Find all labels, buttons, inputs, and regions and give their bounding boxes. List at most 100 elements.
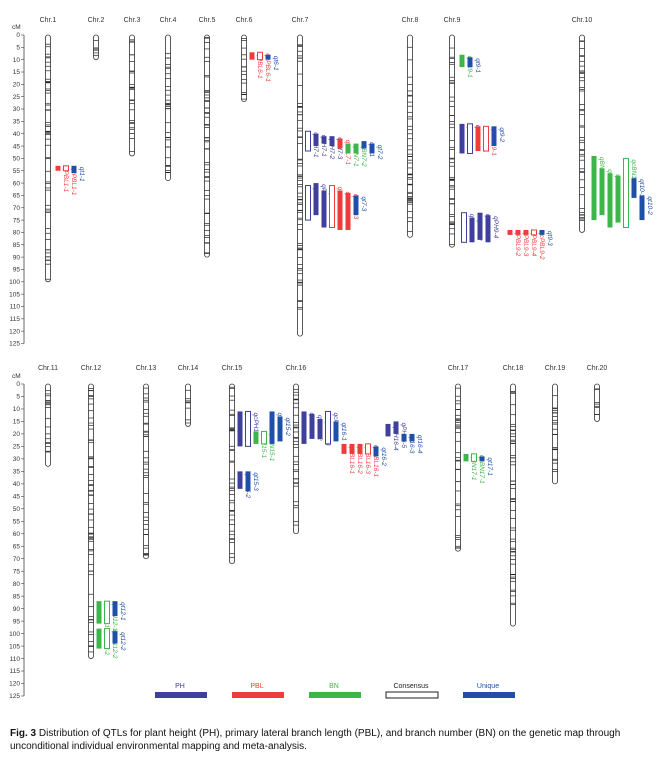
qtl-bar (261, 430, 267, 445)
chromosome-label: Chr.17 (448, 365, 469, 372)
chromosome-bar (455, 383, 461, 552)
qtl-bar (329, 185, 335, 229)
qtl-bar (253, 431, 259, 444)
chromosome-label: Chr.4 (160, 17, 177, 24)
chromosome-label: Chr.1 (40, 17, 57, 24)
legend-item-unique: Unique (463, 683, 515, 698)
qtl-label: qPBL16-3 (364, 445, 371, 474)
axis-tick-label: 60 (13, 180, 21, 187)
chromosome-bar (129, 34, 135, 157)
axis-tick-label: 75 (13, 217, 21, 224)
qtl-bar (361, 141, 367, 149)
qtl-label: qt10-2 (646, 196, 653, 215)
axis-tick-label: 45 (13, 143, 21, 150)
qtl-bar (369, 143, 375, 154)
qtl-bar (277, 416, 283, 442)
qtl-qt16-3: qt16-3 (401, 433, 415, 454)
qtl-label: qPBL6-1 (256, 53, 263, 79)
qtl-bar (459, 54, 465, 68)
legend-label: Consensus (393, 683, 429, 690)
qtl-qph7-1: qPH7-1 (313, 133, 327, 157)
chromosomes-bottom-panel: Chr.11 Chr.12qBN12-1qcBN12-1qt12-1qBN12-2… (38, 365, 607, 659)
qtl-qcpbl6-1: qcPBL6-1 (257, 51, 271, 82)
qtl-bar (249, 52, 255, 60)
qtl-qt1-1: qt1-1 (71, 165, 85, 182)
axis-tick-label: 75 (13, 568, 21, 575)
qtl-label: qt16-2 (380, 447, 387, 466)
qtl-label: qcBN15-1 (268, 432, 275, 461)
qtl-qt7-3: qt7-3 (353, 195, 367, 216)
qtl-qbn17-1: qBN17-1 (463, 453, 477, 481)
axis-tick-label: 110 (10, 304, 21, 311)
chromosome-label: Chr.20 (587, 365, 608, 372)
legend-item-bn: BN (309, 683, 361, 698)
legend-label: Unique (477, 683, 499, 690)
qtl-bar (96, 628, 102, 649)
chromosome-chr-8: Chr.8 (402, 17, 418, 238)
axis-unit: cM (12, 373, 21, 380)
qtl-label: qt7-2 (376, 145, 383, 160)
chromosome-label: Chr.7 (292, 17, 309, 24)
qtl-bar (63, 165, 69, 172)
axis-tick-label: 105 (9, 291, 20, 298)
axis-tick-label: 30 (13, 456, 21, 463)
axis-tick-label: 0 (16, 32, 20, 39)
chromosome-chr-5: Chr.5 (199, 17, 215, 258)
qtl-bar (459, 123, 465, 154)
axis-tick-label: 50 (13, 156, 21, 163)
qtl-bar (349, 443, 355, 454)
qtl-label: qPH16-4 (392, 425, 399, 451)
chromosome-bar (552, 383, 558, 485)
axis-tick-label: 10 (13, 57, 21, 64)
qtl-label: qt15-2 (284, 417, 291, 436)
qtl-bar (301, 411, 307, 444)
qtl-label: qcPBL1-1 (70, 167, 77, 196)
qtl-qt12-1: qt12-1 (112, 601, 126, 621)
chromosome-bar (510, 383, 516, 627)
qtl-qbn7-2: qBN7-2 (353, 143, 367, 167)
axis-tick-label: 15 (13, 69, 21, 76)
axis-tick-label: 115 (10, 316, 21, 323)
qtl-bar (71, 165, 77, 174)
qtl-label: qPBL9-4 (530, 231, 537, 257)
qtl-qcpbl9-2: qcPBL9-2 (531, 229, 545, 260)
qtl-bar (631, 178, 637, 198)
qtl-qt16-1: qt16-1 (333, 421, 347, 442)
chromosome-label: Chr.19 (545, 365, 566, 372)
chromosome-chr-9: Chr.9qBN9-1qt9-1qPH9-1qcPH9-1qPBL9-1qcPB… (444, 17, 553, 260)
caption-prefix: Fig. 3 (10, 728, 37, 739)
qtl-bar (485, 215, 491, 243)
axis-unit: cM (12, 24, 21, 31)
chromosome-bar (93, 34, 99, 61)
chromosome-chr-12: Chr.12qBN12-1qcBN12-1qt12-1qBN12-2qcBN12… (81, 365, 126, 659)
chromosome-bar (204, 34, 210, 258)
qtl-label: qt7-3 (360, 196, 367, 211)
axis-tick-label: 60 (13, 531, 21, 538)
qtl-qph9-4: qPH9-4 (485, 215, 499, 243)
chromosome-label: Chr.2 (88, 17, 105, 24)
qtl-qcpbl1-1: qcPBL1-1 (63, 165, 77, 196)
axis-bottom: cM0 5 10 15 20 25 30 35 40 45 50 55 60 65 70 75 80 85 90 95… (9, 373, 25, 700)
chromosome-bar (449, 34, 455, 248)
legend-label: PH (175, 683, 185, 690)
chromosome-chr-4: Chr.4 (160, 17, 177, 182)
qtl-bar (305, 185, 311, 221)
qtl-qt15-3: qt15-3 (245, 471, 259, 492)
qtl-qpbl9-4: qPBL9-4 (523, 229, 537, 257)
chromosome-label: Chr.13 (136, 365, 157, 372)
chromosome-chr-11: Chr.11 (38, 365, 58, 467)
qtl-qpbl16-2: qPBL16-2 (349, 443, 363, 474)
qtl-bar (467, 57, 473, 68)
chromosome-chr-10: Chr.10qBN10-1qBN10-2qBN10-3qBN10-4qcBN10… (572, 17, 653, 233)
qtl-label: qt1-1 (78, 167, 85, 182)
figure-caption: Fig. 3 Distribution of QTLs for plant he… (10, 727, 654, 753)
qtl-qbn15-1: qBN15-1 (253, 431, 267, 458)
qtl-bar (104, 628, 110, 650)
qtl-bar (615, 175, 621, 223)
chromosome-bar (297, 34, 303, 337)
qtl-qt15-2: qt15-2 (277, 416, 291, 442)
qtl-label: qt6-1 (272, 56, 279, 71)
qtl-label: qcPH9-2 (468, 214, 475, 240)
qtl-qcbn10-1: qcBN10-1 (623, 157, 637, 229)
qtl-qcbn17-1: qcBN17-1 (471, 453, 485, 484)
